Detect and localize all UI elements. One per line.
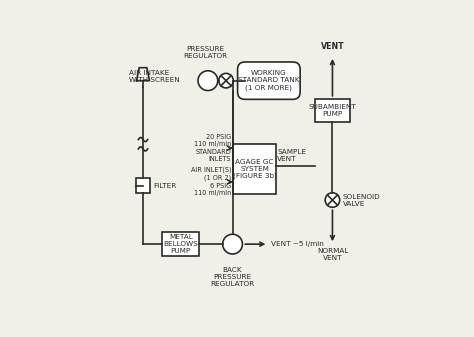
Circle shape <box>325 193 340 207</box>
Circle shape <box>198 71 218 91</box>
Bar <box>315 99 350 122</box>
Text: STANDARD
INLETS: STANDARD INLETS <box>195 149 231 162</box>
Bar <box>136 178 150 193</box>
Text: WORKING
STANDARD TANK
(1 OR MORE): WORKING STANDARD TANK (1 OR MORE) <box>238 70 300 91</box>
Text: AGAGE GC
SYSTEM
(FIGURE 3b): AGAGE GC SYSTEM (FIGURE 3b) <box>233 159 276 179</box>
Bar <box>163 232 199 256</box>
Bar <box>233 144 276 193</box>
Circle shape <box>219 73 233 88</box>
Text: BACK
PRESSURE
REGULATOR: BACK PRESSURE REGULATOR <box>210 267 255 287</box>
Text: VENT: VENT <box>320 42 344 51</box>
Text: SOLENOID
VALVE: SOLENOID VALVE <box>343 193 381 207</box>
Text: FILTER: FILTER <box>153 183 176 189</box>
Text: 20 PSIG
110 ml/min: 20 PSIG 110 ml/min <box>194 134 231 147</box>
Text: NORMAL
VENT: NORMAL VENT <box>317 248 348 261</box>
Text: VENT ~5 l/min: VENT ~5 l/min <box>271 241 324 247</box>
FancyBboxPatch shape <box>237 62 300 99</box>
Text: METAL
BELLOWS
PUMP: METAL BELLOWS PUMP <box>163 234 198 254</box>
Text: AIR INTAKE
WITH SCREEN: AIR INTAKE WITH SCREEN <box>129 70 180 83</box>
Text: PRESSURE
REGULATOR: PRESSURE REGULATOR <box>183 46 228 59</box>
Text: SAMPLE
VENT: SAMPLE VENT <box>277 149 306 162</box>
Circle shape <box>223 234 242 254</box>
Text: 6 PSIG
110 ml/min: 6 PSIG 110 ml/min <box>194 183 231 196</box>
Text: AIR INLET(S)
(1 OR 2): AIR INLET(S) (1 OR 2) <box>191 166 231 181</box>
Text: SUBAMBIENT
PUMP: SUBAMBIENT PUMP <box>309 104 356 117</box>
